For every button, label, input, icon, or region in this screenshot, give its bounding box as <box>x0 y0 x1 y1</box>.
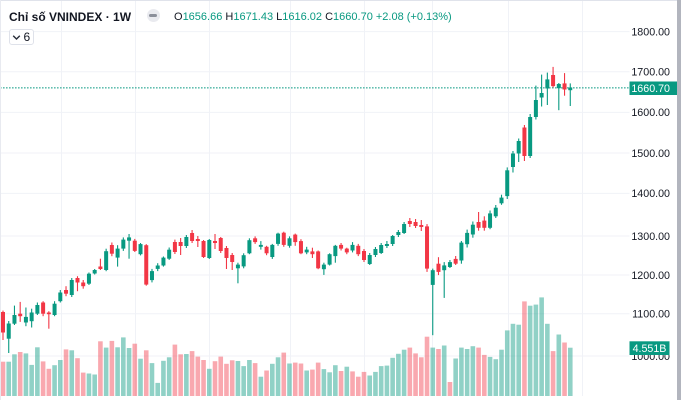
svg-text:1700.00: 1700.00 <box>631 67 670 79</box>
svg-text:1400.00: 1400.00 <box>631 188 670 200</box>
svg-text:4.551B: 4.551B <box>633 343 667 355</box>
svg-text:1800.00: 1800.00 <box>631 26 670 38</box>
svg-text:1100.00: 1100.00 <box>632 309 670 321</box>
svg-text:1500.00: 1500.00 <box>631 148 670 160</box>
svg-text:1200.00: 1200.00 <box>631 270 670 282</box>
svg-text:1300.00: 1300.00 <box>631 231 670 243</box>
svg-text:1660.70: 1660.70 <box>631 83 670 95</box>
svg-text:1600.00: 1600.00 <box>631 107 670 119</box>
